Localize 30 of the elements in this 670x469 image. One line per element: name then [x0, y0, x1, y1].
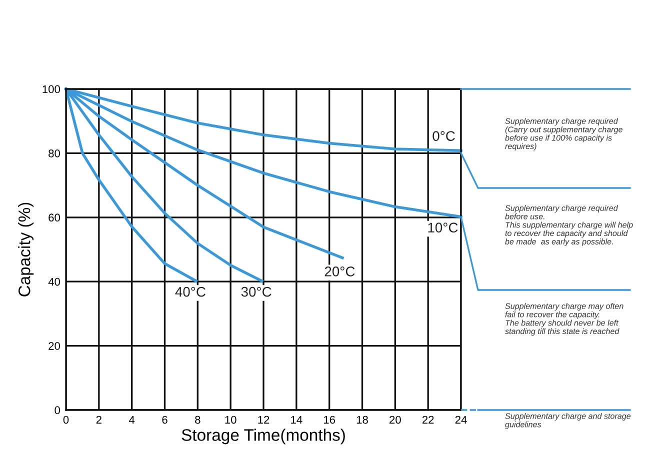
x-tick-label: 16 [324, 416, 336, 424]
series-label: 10°C [428, 222, 458, 233]
text: Supplementary charge required (Carry out supplementary charge before use if 100% capacity is requires) [505, 118, 622, 151]
text: Supplementary charge required before use. This supplementary charge will help to recover the capacity and should be made as early as possible. [505, 205, 633, 246]
x-tick-label: 6 [162, 416, 168, 424]
x-axis-title: Storage Time(months) [182, 428, 345, 444]
y-axis-title: Capacity (%) [18, 202, 34, 296]
x-tick-label: 2 [96, 416, 102, 424]
y-tick-label: 40 [48, 278, 60, 286]
x-tick-label: 10 [225, 416, 236, 424]
x-tick-label: 12 [258, 416, 270, 424]
series-label: 40°C [175, 286, 206, 297]
series-label: 30°C [241, 286, 272, 297]
x-tick-label: 0 [63, 416, 69, 424]
x-tick-label: 22 [422, 416, 434, 424]
y-tick-label: 80 [48, 149, 60, 158]
series-label: 20°C [324, 266, 355, 276]
y-tick-label: 20 [48, 342, 60, 350]
x-tick-label: 4 [129, 416, 135, 424]
x-tick-label: 24 [455, 416, 467, 424]
text: Supplementary charge and storage guidelines [505, 413, 631, 429]
x-tick-label: 20 [390, 416, 401, 424]
x-tick-label: 14 [291, 416, 302, 424]
y-tick-label: 60 [48, 214, 60, 222]
text: Supplementary charge may often fail to recover the capacity. The battery should never be left standing till this state is reached [505, 303, 624, 336]
x-tick-label: 8 [195, 416, 200, 424]
x-tick-label: 18 [356, 416, 368, 424]
series-label: 0°C [432, 131, 455, 141]
y-tick-label: 100 [42, 85, 60, 94]
y-tick-label: 0 [54, 406, 60, 414]
